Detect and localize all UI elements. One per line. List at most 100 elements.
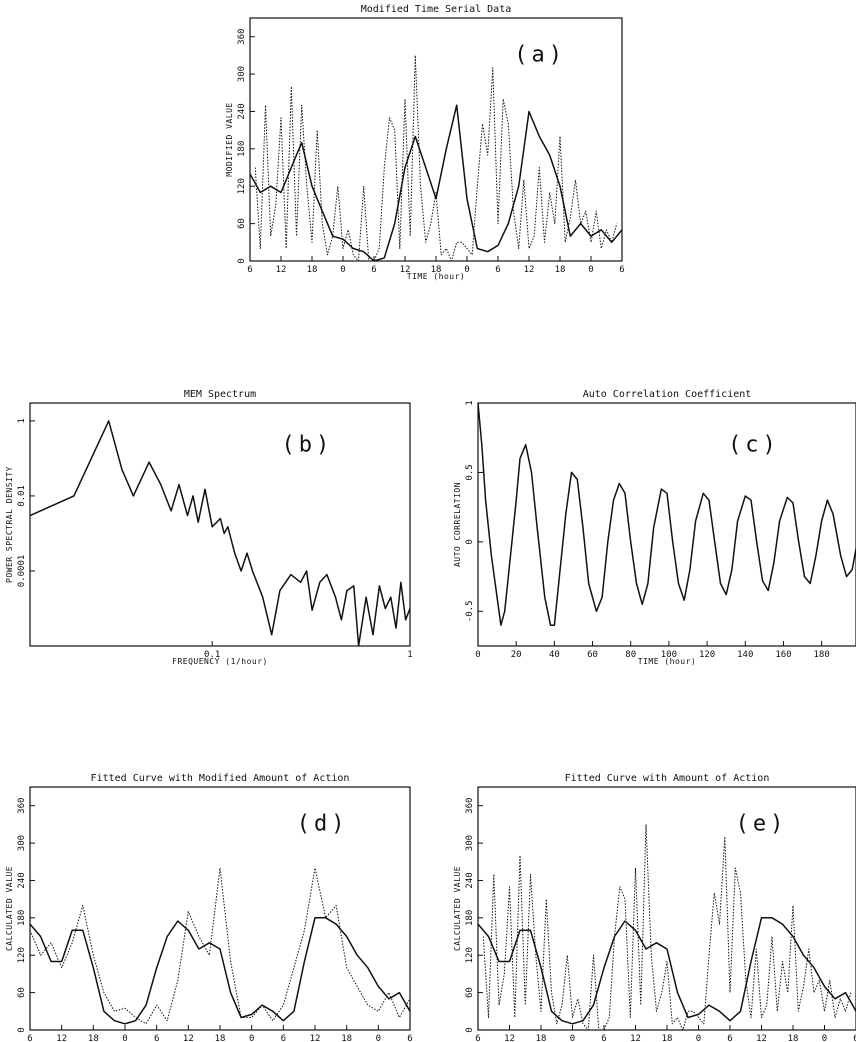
series-line-solid — [250, 104, 622, 261]
plot-frame — [477, 786, 856, 1031]
y-tick-label: 0 — [237, 258, 247, 263]
x-tick-label: 0 — [376, 1034, 381, 1042]
y-tick-label: 120 — [17, 947, 27, 963]
x-tick-label: 12 — [756, 1034, 767, 1042]
x-tick-label: 180 — [814, 650, 830, 660]
y-tick-label: 120 — [237, 178, 247, 194]
chart-panel-a: Modified Time Serial Data(a)6 12 18 0 6 12 18 0… — [225, 4, 625, 281]
y-tick-label: 0.0001 — [17, 555, 27, 588]
y-tick-label: 180 — [465, 910, 475, 926]
x-tick-label: 6 — [495, 265, 500, 275]
x-tick-label: 18 — [536, 1034, 547, 1042]
y-tick-label: 240 — [237, 103, 247, 119]
series-group — [478, 403, 856, 626]
x-tick-label: 0 — [122, 1034, 127, 1042]
series-line-dotted — [30, 867, 410, 1025]
x-tick-label: 1 — [407, 650, 412, 660]
y-tick-label: 360 — [17, 798, 27, 814]
y-tick-label: 120 — [465, 947, 475, 963]
x-tick-label: 12 — [400, 265, 411, 275]
x-tick-label: 6 — [727, 1034, 732, 1042]
y-tick-label: 300 — [465, 835, 475, 851]
x-tick-label: 6 — [27, 1034, 32, 1042]
series-line-solid — [478, 917, 856, 1025]
series-line-solid — [478, 403, 856, 626]
y-tick-label: 0.5 — [465, 464, 475, 480]
x-tick-label: 0 — [822, 1034, 827, 1042]
x-tick-label: 0 — [464, 265, 469, 275]
x-tick-label: 140 — [737, 650, 753, 660]
x-tick-label: 12 — [276, 265, 287, 275]
x-tick-label: 12 — [56, 1034, 67, 1042]
panel-label: (d) — [297, 812, 349, 837]
x-tick-label: 6 — [154, 1034, 159, 1042]
x-tick-label: 18 — [341, 1034, 352, 1042]
y-tick-label: 180 — [237, 141, 247, 157]
x-tick-label: 6 — [407, 1034, 412, 1042]
chart-title: MEM Spectrum — [184, 389, 256, 400]
x-tick-label: 40 — [549, 650, 560, 660]
series-group — [250, 54, 622, 261]
chart-panel-b: MEM Spectrum (b) 0.1 1 1 0.01 0.0001 FREQUENCY … — [5, 389, 413, 666]
x-tick-label: 18 — [88, 1034, 99, 1042]
x-tick-label: 12 — [504, 1034, 515, 1042]
x-tick-label: 100 — [661, 650, 677, 660]
chart-panel-c: Auto Correlation Coefficient (c) 0 20 40 60 80… — [453, 389, 856, 666]
plot-frame — [249, 17, 623, 262]
y-tick-label: 1 — [17, 418, 27, 423]
x-tick-label: 18 — [215, 1034, 226, 1042]
x-tick-label: 6 — [281, 1034, 286, 1042]
x-tick-label: 6 — [853, 1034, 856, 1042]
y-tick-label: -0.5 — [465, 600, 475, 622]
x-tick-label: 6 — [247, 265, 252, 275]
panel-label: (e) — [736, 812, 788, 837]
chart-title: Fitted Curve with Amount of Action — [565, 773, 770, 784]
x-axis-label: FREQUENCY (1/hour) — [172, 657, 268, 666]
series-line-dotted — [254, 54, 618, 261]
x-tick-label: 80 — [625, 650, 636, 660]
x-tick-label: 0 — [570, 1034, 575, 1042]
y-axis-label: CALCULATED VALUE — [5, 866, 14, 951]
y-tick-label: 300 — [237, 66, 247, 82]
y-tick-label: 360 — [237, 29, 247, 45]
chart-title: Auto Correlation Coefficient — [583, 389, 752, 400]
x-tick-label: 12 — [310, 1034, 321, 1042]
y-tick-label: 180 — [17, 910, 27, 926]
plot-frame — [29, 402, 411, 647]
x-tick-label: 18 — [431, 265, 442, 275]
x-tick-label: 6 — [371, 265, 376, 275]
x-tick-label: 0 — [475, 650, 480, 660]
chart-title: Fitted Curve with Modified Amount of Act… — [91, 773, 350, 784]
y-tick-label: 60 — [237, 218, 247, 229]
x-tick-label: 18 — [307, 265, 318, 275]
series-group — [30, 420, 410, 646]
chart-title: Modified Time Serial Data — [361, 4, 512, 15]
panel-label: (c) — [728, 433, 780, 458]
y-axis-label: POWER SPECTRAL DENSITY — [5, 466, 14, 583]
y-tick-label: 360 — [465, 798, 475, 814]
x-tick-label: 0 — [340, 265, 345, 275]
x-tick-label: 18 — [788, 1034, 799, 1042]
panel-label: (b) — [282, 433, 334, 458]
y-tick-label: 0 — [465, 1027, 475, 1032]
x-tick-label: 6 — [619, 265, 624, 275]
x-axis-label: TIME (hour) — [638, 657, 696, 666]
y-tick-label: 60 — [17, 987, 27, 998]
y-tick-label: 0 — [465, 539, 475, 544]
series-group — [30, 867, 410, 1025]
x-axis-label: TIME (hour) — [407, 272, 465, 281]
x-tick-label: 12 — [524, 265, 535, 275]
x-tick-label: 0 — [696, 1034, 701, 1042]
y-tick-label: 300 — [17, 835, 27, 851]
y-axis-label: CALCULATED VALUE — [453, 866, 462, 951]
x-tick-label: 6 — [601, 1034, 606, 1042]
x-tick-label: 6 — [475, 1034, 480, 1042]
plot-frame — [29, 786, 411, 1031]
panel-label: (a) — [514, 43, 566, 68]
y-tick-label: 1 — [465, 400, 475, 405]
y-tick-label: 240 — [17, 872, 27, 888]
series-group — [478, 823, 856, 1030]
x-tick-label: 0 — [249, 1034, 254, 1042]
x-tick-label: 12 — [183, 1034, 194, 1042]
